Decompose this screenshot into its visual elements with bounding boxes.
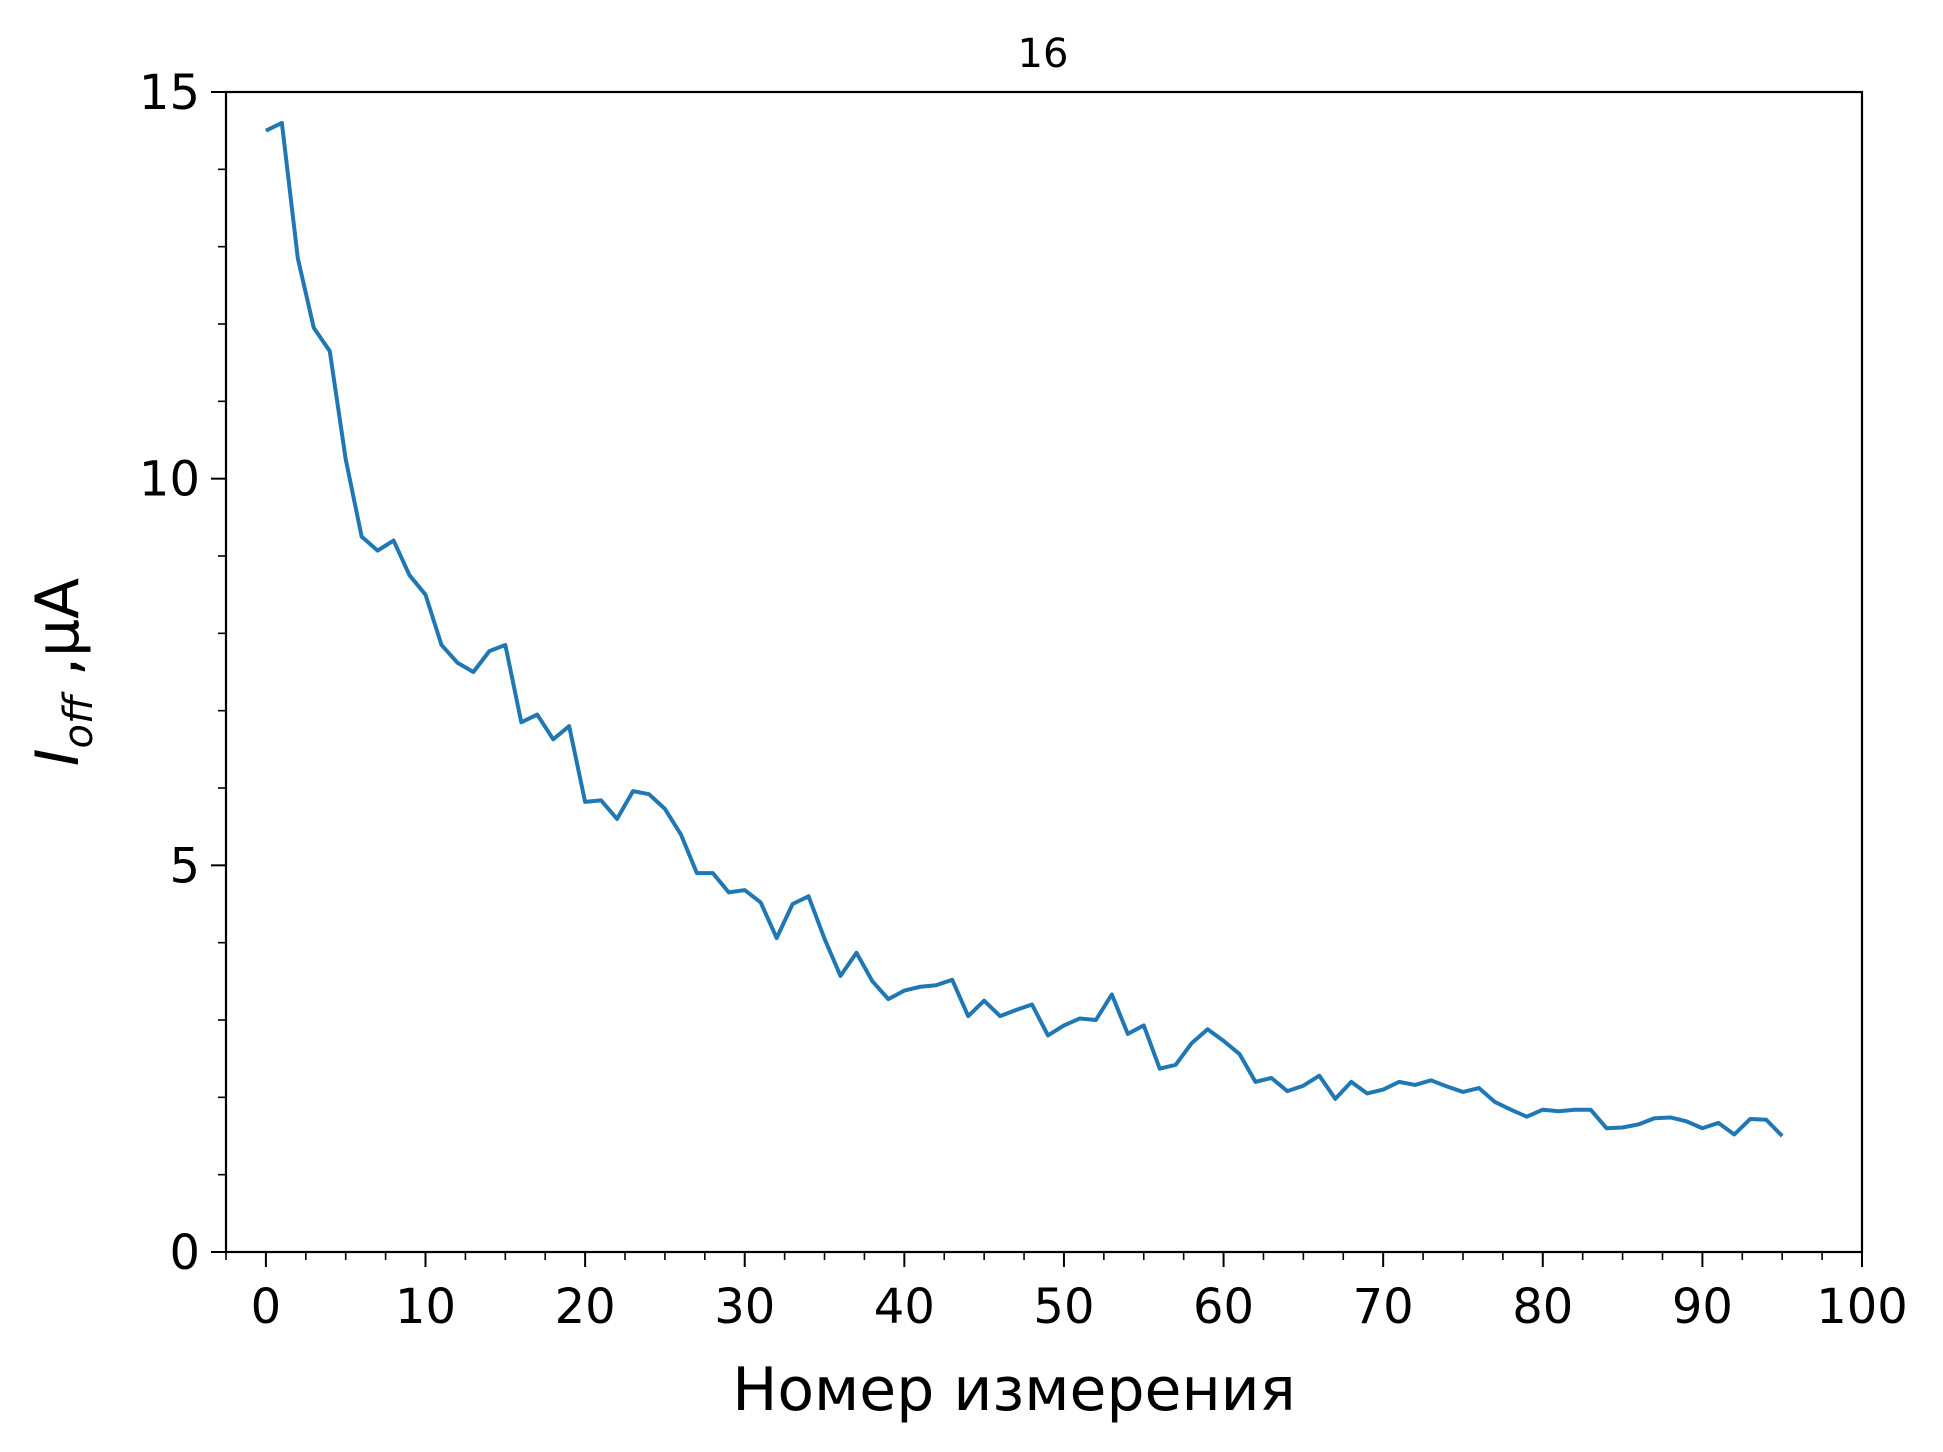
x-tick-label: 0 <box>251 1279 282 1335</box>
x-tick-label: 10 <box>395 1279 456 1335</box>
x-tick-label: 70 <box>1353 1279 1414 1335</box>
x-tick-label: 80 <box>1512 1279 1573 1335</box>
y-axis-label: Ioff ,μA <box>23 578 102 766</box>
y-tick-label: 15 <box>139 65 200 121</box>
x-tick-label: 40 <box>874 1279 935 1335</box>
ticks-group: 0 10 20 30 40 50 60 70 80 90 100 0 5 10 15 <box>139 65 1908 1335</box>
x-tick-label: 60 <box>1193 1279 1254 1335</box>
series-line <box>265 120 1784 1138</box>
x-tick-label: 20 <box>555 1279 616 1335</box>
plot-frame <box>224 90 1864 1254</box>
plot-area <box>265 120 1784 1138</box>
x-tick-label: 50 <box>1033 1279 1094 1335</box>
y-axis-label-main: I <box>23 749 93 767</box>
x-tick-label: 100 <box>1816 1279 1908 1335</box>
x-tick-label: 90 <box>1672 1279 1733 1335</box>
chart-title: 16 <box>1018 31 1069 77</box>
y-tick-label: 5 <box>169 838 200 894</box>
y-axis-label-unit: ,μA <box>23 578 93 695</box>
x-axis-label: Номер измерения <box>732 1355 1296 1425</box>
x-tick-label: 30 <box>714 1279 775 1335</box>
y-axis-label-subscript: off <box>56 691 102 748</box>
y-tick-label: 10 <box>139 452 200 508</box>
y-tick-label: 0 <box>169 1225 200 1281</box>
